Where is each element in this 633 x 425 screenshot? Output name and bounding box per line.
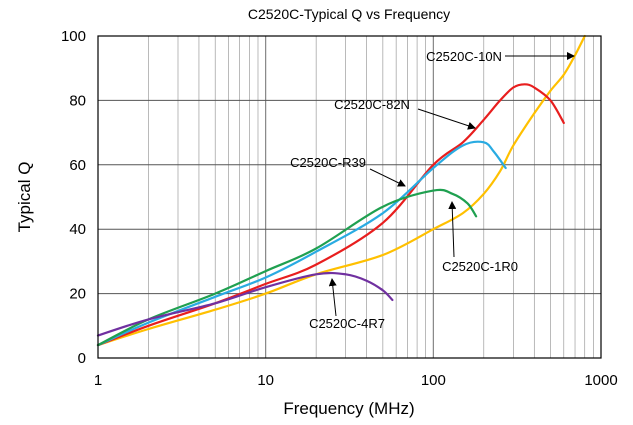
series-line-c2520c-4r7 — [96, 271, 394, 337]
y-axis-title: Typical Q — [15, 162, 34, 233]
x-tick-label: 10 — [257, 372, 274, 389]
annotation-arrow — [328, 278, 337, 317]
series-line-c2520c-82n — [96, 83, 565, 347]
y-tick-label: 60 — [69, 157, 86, 174]
series-line-c2520c-1r0 — [96, 188, 478, 347]
y-tick-label: 20 — [69, 286, 86, 303]
y-tick-label: 40 — [69, 221, 86, 238]
y-tick-label: 100 — [61, 28, 86, 45]
annotation-label-c2520c-82n: C2520C-82N — [334, 97, 410, 112]
annotation-label-c2520c-10n: C2520C-10N — [426, 49, 502, 64]
annotation-label-c2520c-1r0: C2520C-1R0 — [442, 259, 518, 274]
series-line-c2520c-10n — [96, 34, 586, 347]
grid-lines — [98, 36, 601, 358]
annotation-label-c2520c-4r7: C2520C-4R7 — [309, 316, 385, 331]
x-tick-label: 1000 — [584, 372, 617, 389]
x-axis-title: Frequency (MHz) — [283, 399, 414, 418]
x-tick-label: 1 — [94, 372, 102, 389]
series-annotations: C2520C-10N C2520C-82N C2520C-R39 C2520C-1R0… — [290, 49, 575, 331]
annotation-arrow — [417, 108, 476, 130]
y-tick-label: 0 — [78, 350, 86, 367]
series-lines — [96, 34, 586, 347]
y-tick-label: 80 — [69, 92, 86, 109]
x-tick-label: 100 — [421, 372, 446, 389]
chart-title: C2520C-Typical Q vs Frequency — [248, 6, 450, 22]
annotation-arrow — [369, 168, 406, 187]
plot-area — [97, 35, 602, 359]
series-line-c2520c-r39 — [96, 140, 507, 347]
annotation-arrow — [448, 201, 457, 258]
tick-labels: 1 10 100 1000 0 20 40 60 80 100 — [61, 28, 618, 389]
annotation-label-c2520c-r39: C2520C-R39 — [290, 155, 366, 170]
